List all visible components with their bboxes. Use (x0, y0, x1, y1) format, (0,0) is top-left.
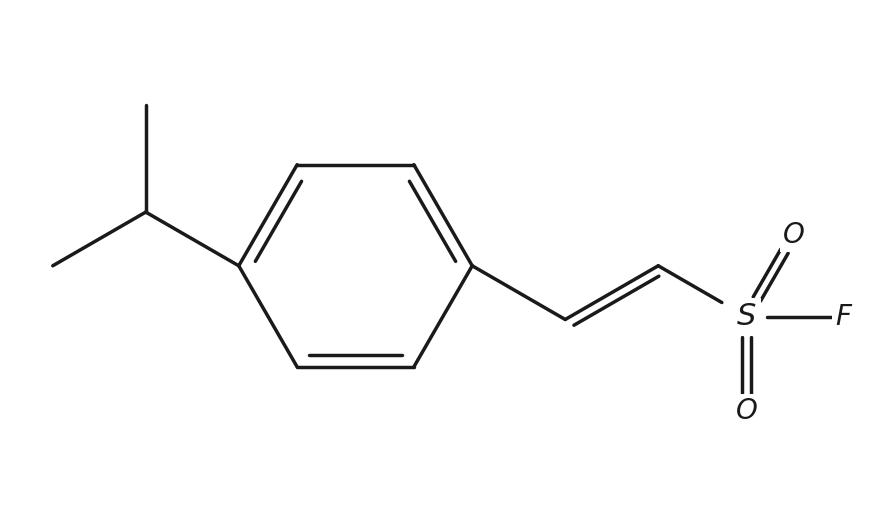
Text: O: O (736, 397, 757, 425)
Text: O: O (783, 221, 805, 249)
Text: S: S (737, 302, 756, 331)
Text: F: F (835, 303, 851, 331)
